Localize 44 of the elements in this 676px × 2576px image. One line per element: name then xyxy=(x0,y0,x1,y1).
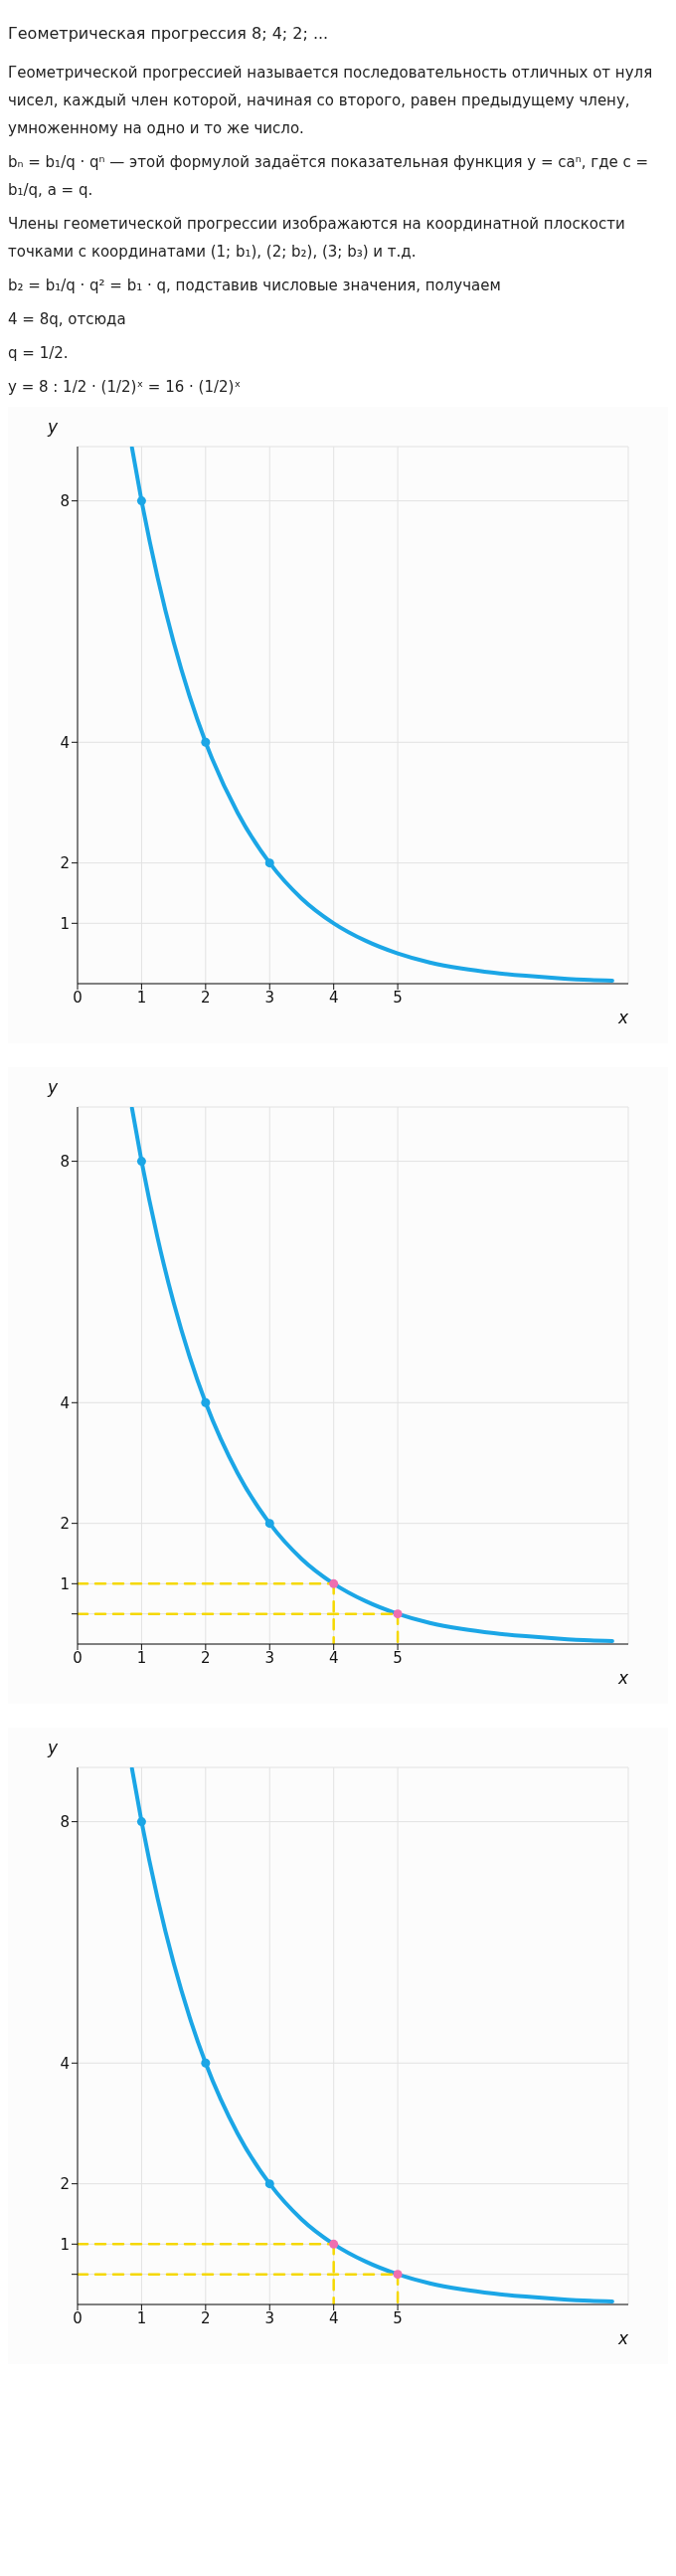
x-tick-label: 4 xyxy=(328,2308,339,2327)
x-tick-label: 3 xyxy=(264,1648,275,1667)
x-tick-label: 0 xyxy=(73,2308,83,2327)
x-tick-label: 2 xyxy=(201,988,211,1007)
x-tick-label: 5 xyxy=(393,2308,403,2327)
y-tick-label: 2 xyxy=(60,1514,70,1533)
chart-title: Геометрическая прогрессия 8; 4; 2; ... xyxy=(8,24,330,43)
x-tick-label: 1 xyxy=(136,988,147,1007)
x-tick-label: 1 xyxy=(136,2308,147,2327)
x-tick-label: 0 xyxy=(73,1648,83,1667)
x-axis-title: x xyxy=(616,1668,629,1688)
x-tick-label: 0 xyxy=(73,988,83,1007)
x-axis-title: x xyxy=(616,1008,629,1027)
x-axis-title: x xyxy=(616,2328,629,2348)
x-tick-label: 2 xyxy=(201,2308,211,2327)
y-tick-label: 4 xyxy=(60,1393,70,1412)
y-tick-label: 1 xyxy=(60,914,70,933)
y-tick-label: 4 xyxy=(60,733,70,752)
x-tick-label: 1 xyxy=(136,1648,147,1667)
text: Геометрической прогрессией называется последовательность отличных от нуля чисел, каждый член которой, начиная со второго, равен предыдущему члену, умноженному на одно и то же число. xyxy=(8,63,654,139)
x-tick-label: 3 xyxy=(264,2308,275,2327)
y-axis-title: y xyxy=(46,1077,59,1097)
x-tick-label: 4 xyxy=(328,1648,339,1667)
x-tick-label: 2 xyxy=(201,1648,211,1667)
y-tick-label: 1 xyxy=(60,1574,70,1593)
y-axis-title: y xyxy=(46,1738,59,1757)
text: 4 = 8q, отсюда xyxy=(8,309,127,330)
x-tick-label: 3 xyxy=(264,988,275,1007)
y-tick-label: 1 xyxy=(60,2235,70,2254)
y-tick-label: 2 xyxy=(60,2174,70,2193)
x-tick-label: 5 xyxy=(393,988,403,1007)
text: q = 1/2. xyxy=(8,343,70,364)
x-tick-label: 4 xyxy=(328,988,339,1007)
text: bₙ = b₁/q · qⁿ — этой формулой задаётся показательная функция y = caⁿ, где c = b₁/q, a = q. xyxy=(8,152,650,201)
y-tick-label: 8 xyxy=(60,491,70,510)
y-axis-title: y xyxy=(46,417,59,437)
y-tick-label: 2 xyxy=(60,853,70,872)
text: y = 8 : 1/2 · (1/2)ˣ = 16 · (1/2)ˣ xyxy=(8,377,243,398)
y-tick-label: 4 xyxy=(60,2054,70,2073)
y-tick-label: 8 xyxy=(60,1152,70,1171)
text: Члены геометической прогрессии изображаются на координатной плоскости точками с координатами (1; b₁), (2; b₂), (3; b₃) и т.д. xyxy=(8,214,626,263)
x-tick-label: 5 xyxy=(393,1648,403,1667)
text: b₂ = b₁/q · q² = b₁ · q, подставив числовые значения, получаем xyxy=(8,276,502,296)
y-tick-label: 8 xyxy=(60,1812,70,1831)
